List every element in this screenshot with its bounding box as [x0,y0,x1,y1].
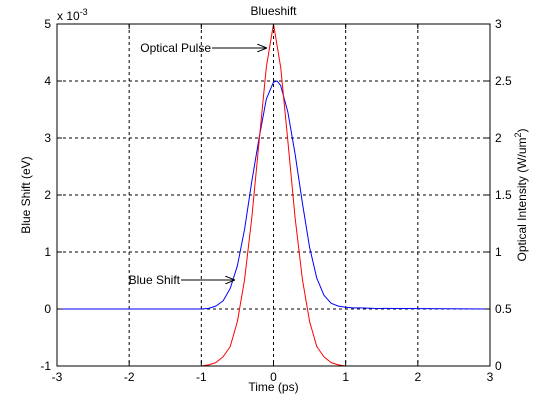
ticks: -3 -2 -1 0 1 2 3 -1 0 1 2 3 4 5 0 0.5 1 1.5 2 2.5 3 [40,17,512,384]
y-axis-right-label-main: Optical Intensity (W/um [515,137,529,261]
y-left-tick-label: 0 [44,302,51,316]
chart-title: Blueshift [250,4,297,18]
x-tick-label: -3 [52,370,63,384]
y-right-tick-label: 1.5 [495,188,512,202]
series-line-blue-shift [57,80,491,310]
grid [57,24,490,366]
y-left-tick-label: -1 [40,359,51,373]
y-right-tick-label: 2.5 [495,74,512,88]
annotation-optical-pulse: Optical Pulse [140,41,266,55]
y-left-tick-label: 5 [44,17,51,31]
y-right-tick-label: 1 [495,245,502,259]
x-tick-label: 2 [414,370,421,384]
annotation-blue-shift-label: Blue Shift [129,273,181,287]
y-right-tick-label: 2 [495,131,502,145]
y-right-tick-label: 0 [495,359,502,373]
y-right-tick-label: 3 [495,17,502,31]
x-tick-label: 1 [342,370,349,384]
y-axis-right-label: Optical Intensity (W/um2) [513,128,529,261]
y-left-tick-label: 4 [44,74,51,88]
y-axis-right-label-sup: 2 [513,132,523,137]
left-axis-exponent-base: x 10 [57,9,80,23]
y-axis-left-label: Blue Shift (eV) [19,156,33,233]
x-tick-label: 3 [487,370,494,384]
left-axis-exponent: x 10-3 [57,7,88,23]
x-tick-label: -1 [196,370,207,384]
y-left-tick-label: 2 [44,188,51,202]
y-right-tick-label: 0.5 [495,302,512,316]
y-axis-right-label-close: ) [515,128,529,132]
y-left-tick-label: 1 [44,245,51,259]
annotation-optical-pulse-label: Optical Pulse [140,41,211,55]
x-tick-label: 0 [270,370,277,384]
left-axis-exponent-power: -3 [80,7,88,17]
x-tick-label: -2 [124,370,135,384]
y-left-tick-label: 3 [44,131,51,145]
x-axis-label: Time (ps) [248,380,298,394]
annotation-blue-shift: Blue Shift [129,273,234,287]
